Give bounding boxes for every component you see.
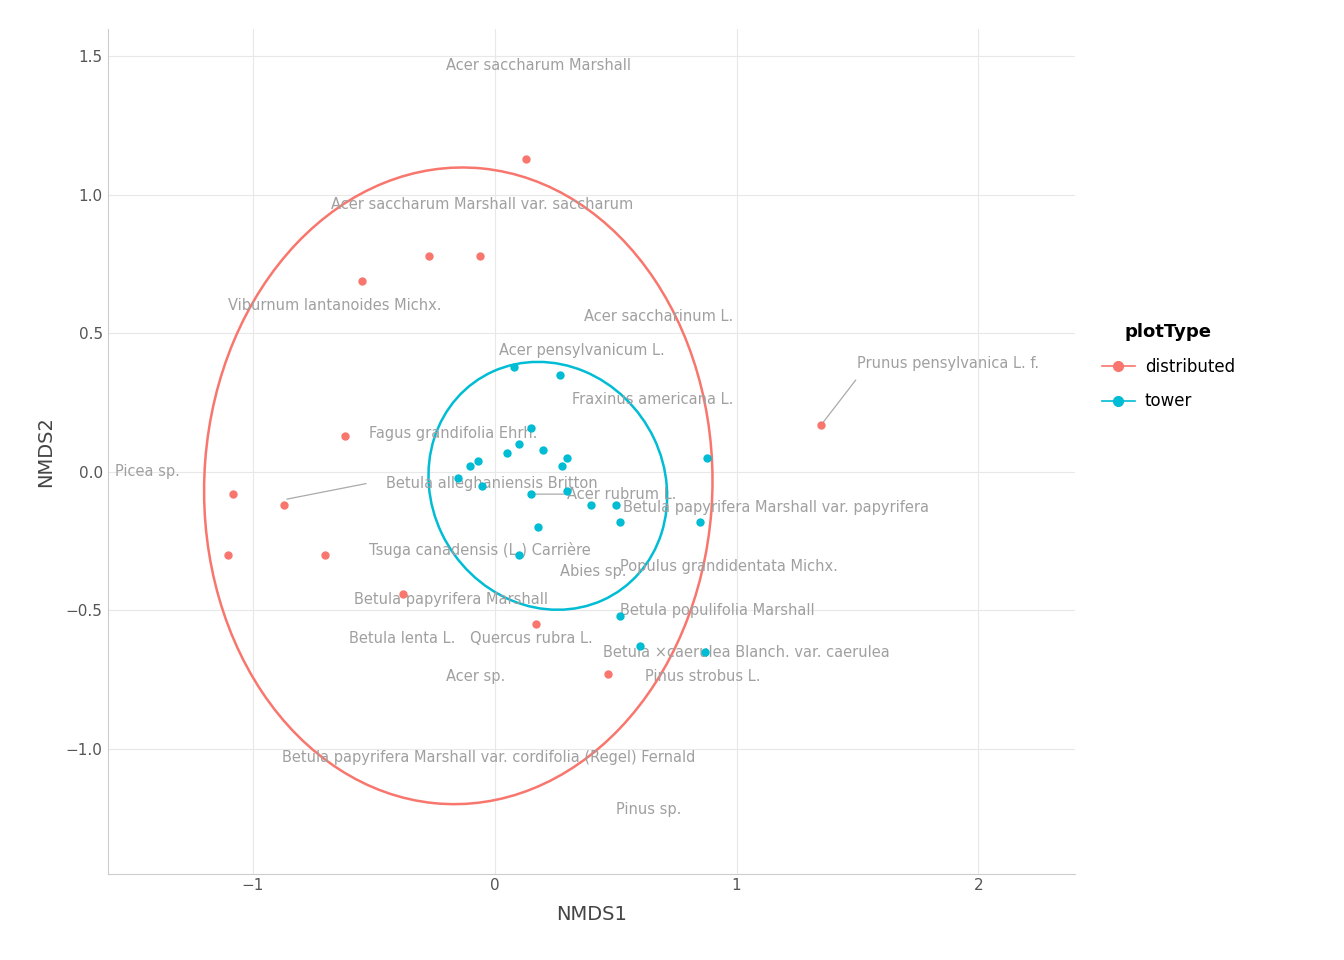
- Text: Acer sp.: Acer sp.: [446, 669, 505, 684]
- Text: Fagus grandifolia Ehrh.: Fagus grandifolia Ehrh.: [368, 425, 538, 441]
- Text: Quercus rubra L.: Quercus rubra L.: [470, 631, 593, 646]
- Y-axis label: NMDS2: NMDS2: [36, 416, 55, 487]
- Text: Prunus pensylvanica L. f.: Prunus pensylvanica L. f.: [857, 356, 1040, 372]
- Text: Picea sp.: Picea sp.: [116, 465, 180, 479]
- Text: Betula lenta L.: Betula lenta L.: [349, 631, 456, 646]
- Text: Acer saccharinum L.: Acer saccharinum L.: [585, 309, 734, 324]
- Text: Pinus sp.: Pinus sp.: [616, 803, 681, 817]
- Text: Pinus strobus L.: Pinus strobus L.: [645, 669, 761, 684]
- Text: Acer saccharum Marshall: Acer saccharum Marshall: [446, 59, 630, 73]
- Text: Betula alleghaniensis Britton: Betula alleghaniensis Britton: [386, 475, 597, 491]
- Text: Betula papyrifera Marshall: Betula papyrifera Marshall: [355, 592, 548, 607]
- Text: Acer saccharum Marshall var. saccharum: Acer saccharum Marshall var. saccharum: [332, 197, 633, 211]
- Text: Betula ×caerulea Blanch. var. caerulea: Betula ×caerulea Blanch. var. caerulea: [603, 644, 890, 660]
- Text: Populus grandidentata Michx.: Populus grandidentata Michx.: [621, 559, 839, 574]
- Text: Fraxinus americana L.: Fraxinus americana L.: [573, 393, 734, 407]
- Text: Abies sp.: Abies sp.: [560, 564, 626, 579]
- Legend: distributed, tower: distributed, tower: [1093, 315, 1243, 419]
- Text: Acer pensylvanicum L.: Acer pensylvanicum L.: [500, 343, 665, 358]
- Text: Acer rubrum L.: Acer rubrum L.: [567, 487, 676, 502]
- Text: Betula papyrifera Marshall var. papyrifera: Betula papyrifera Marshall var. papyrife…: [622, 500, 929, 516]
- Text: Betula populifolia Marshall: Betula populifolia Marshall: [621, 603, 814, 618]
- Text: Betula papyrifera Marshall var. cordifolia (Regel) Fernald: Betula papyrifera Marshall var. cordifol…: [282, 750, 695, 765]
- Text: Viburnum lantanoides Michx.: Viburnum lantanoides Michx.: [228, 299, 441, 313]
- X-axis label: NMDS1: NMDS1: [556, 904, 626, 924]
- Text: Tsuga canadensis (L.) Carrière: Tsuga canadensis (L.) Carrière: [368, 541, 590, 558]
